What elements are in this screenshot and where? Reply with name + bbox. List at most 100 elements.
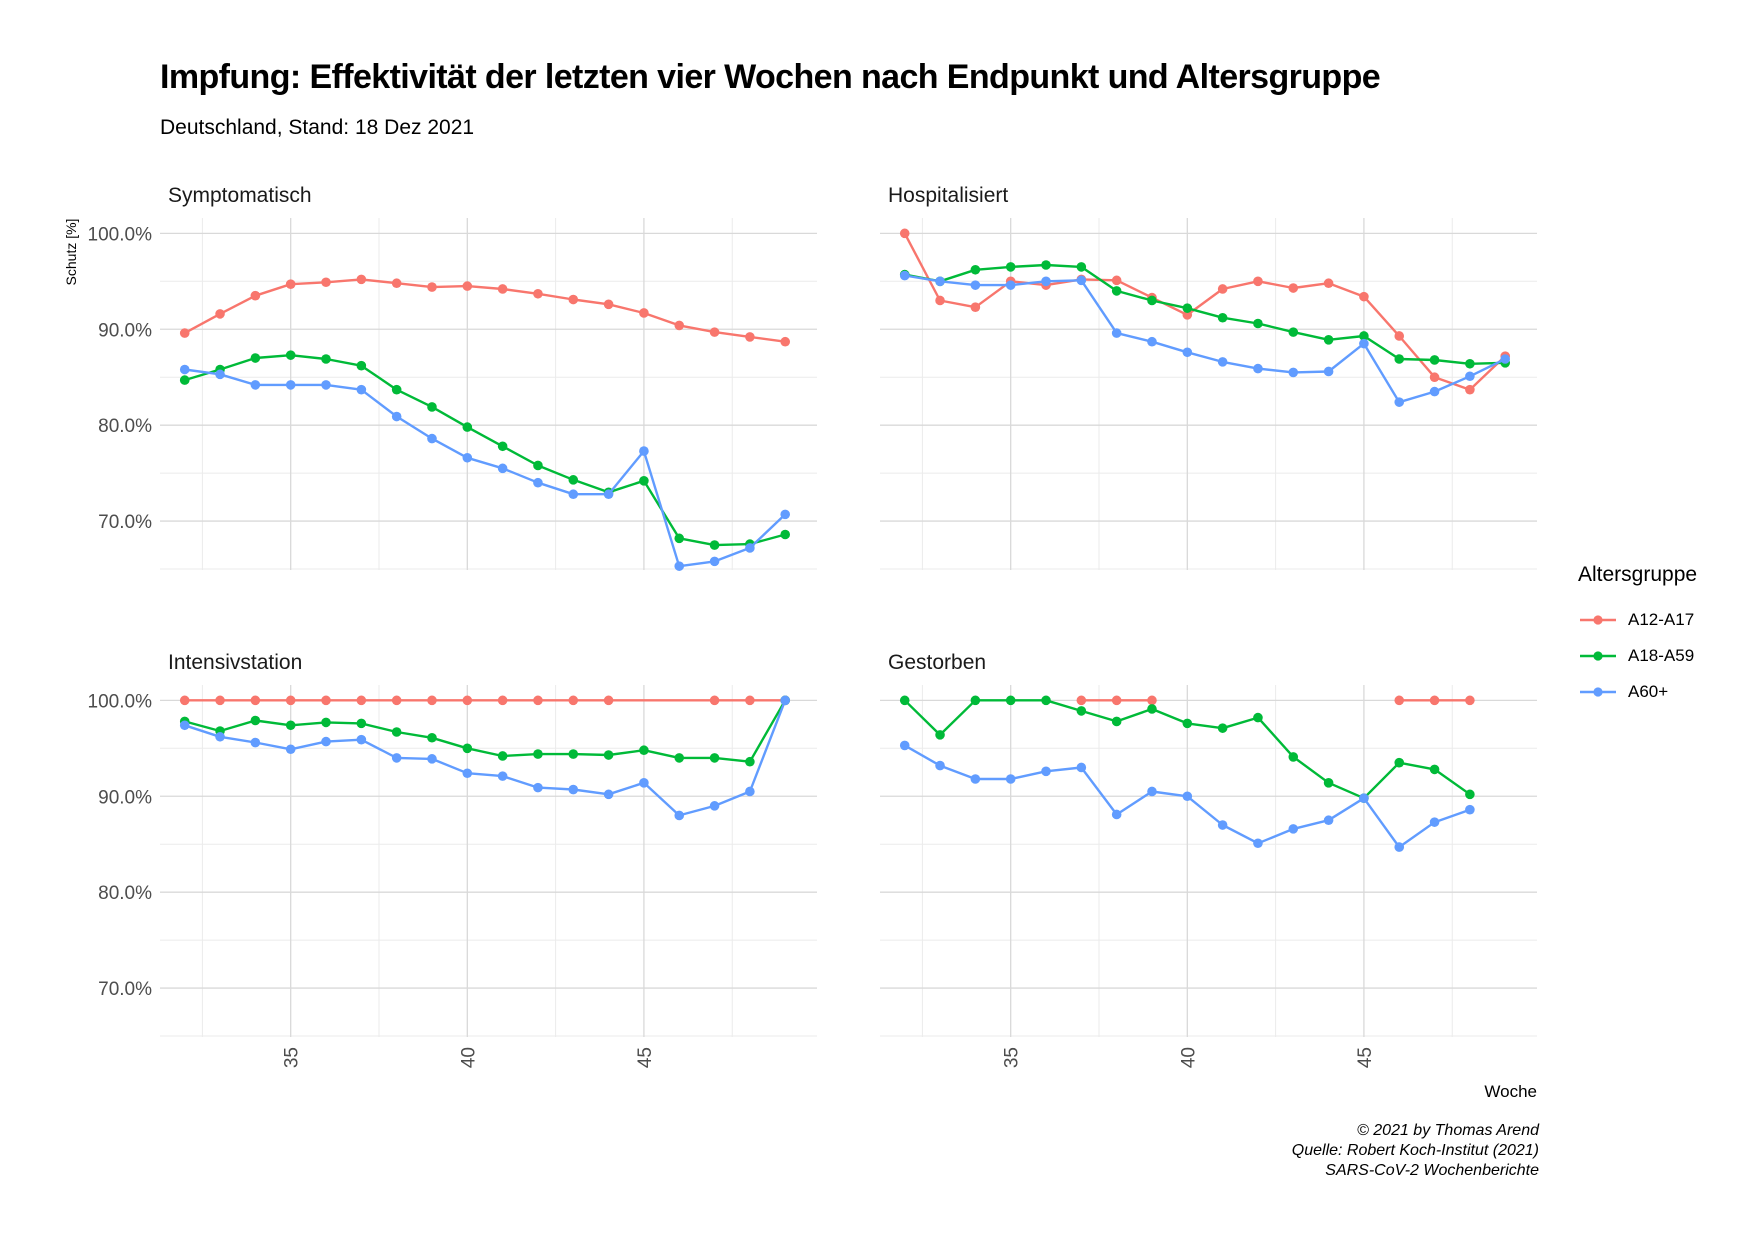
data-point-intensivstation-a60 bbox=[745, 786, 755, 797]
y-tick-label: 100.0% bbox=[88, 224, 153, 245]
data-point-gestorben-a60 bbox=[1394, 842, 1405, 852]
data-point-symptomatisch-a60 bbox=[391, 411, 402, 422]
data-point-gestorben-a18-a59 bbox=[1182, 718, 1193, 729]
data-point-symptomatisch-a18-a59 bbox=[497, 441, 508, 452]
data-point-hospitalisiert-a12-a17 bbox=[1217, 284, 1228, 294]
data-point-symptomatisch-a18-a59 bbox=[709, 540, 720, 550]
data-point-symptomatisch-a12-a17 bbox=[674, 320, 685, 331]
data-point-gestorben-a18-a59 bbox=[1394, 757, 1405, 768]
data-point-gestorben-a60 bbox=[1182, 791, 1193, 802]
data-point-intensivstation-a60 bbox=[215, 731, 225, 742]
data-point-intensivstation-a60 bbox=[709, 801, 720, 811]
data-point-symptomatisch-a12-a17 bbox=[533, 288, 543, 299]
data-point-symptomatisch-a18-a59 bbox=[391, 384, 402, 395]
data-point-intensivstation-a18-a59 bbox=[639, 745, 649, 756]
data-point-hospitalisiert-a60 bbox=[1111, 328, 1122, 338]
data-point-hospitalisiert-a60 bbox=[1147, 336, 1157, 347]
data-point-symptomatisch-a60 bbox=[427, 433, 437, 444]
data-point-hospitalisiert-a18-a59 bbox=[1041, 260, 1051, 270]
data-point-intensivstation-a18-a59 bbox=[674, 753, 685, 763]
data-point-hospitalisiert-a60 bbox=[1182, 347, 1193, 358]
data-point-intensivstation-a18-a59 bbox=[745, 756, 755, 767]
x-tick-label: 45 bbox=[1355, 1047, 1376, 1068]
data-point-intensivstation-a60 bbox=[427, 754, 437, 764]
data-point-intensivstation-a18-a59 bbox=[568, 749, 579, 759]
data-point-intensivstation-a60 bbox=[179, 720, 190, 731]
data-point-gestorben-a60 bbox=[899, 740, 910, 751]
data-point-intensivstation-a12-a17 bbox=[321, 695, 331, 706]
data-point-hospitalisiert-a12-a17 bbox=[1182, 310, 1193, 320]
data-point-gestorben-a60 bbox=[1288, 824, 1299, 834]
data-point-hospitalisiert-a60 bbox=[899, 270, 910, 281]
x-tick-label: 45 bbox=[635, 1047, 656, 1068]
data-point-hospitalisiert-a60 bbox=[970, 280, 981, 290]
data-point-symptomatisch-a60 bbox=[603, 489, 614, 500]
data-point-intensivstation-a18-a59 bbox=[533, 749, 543, 759]
data-point-symptomatisch-a60 bbox=[462, 452, 473, 463]
data-point-symptomatisch-a60 bbox=[285, 380, 296, 390]
data-point-intensivstation-a60 bbox=[780, 695, 791, 706]
data-point-symptomatisch-a12-a17 bbox=[603, 299, 614, 310]
panel-title-gestorben: Gestorben bbox=[888, 651, 986, 674]
data-point-gestorben-a18-a59 bbox=[1111, 716, 1122, 727]
data-point-intensivstation-a18-a59 bbox=[391, 727, 402, 737]
data-point-hospitalisiert-a18-a59 bbox=[1394, 354, 1405, 364]
data-point-gestorben-a60 bbox=[1076, 762, 1087, 773]
data-point-gestorben-a18-a59 bbox=[1147, 704, 1157, 714]
data-point-hospitalisiert-a18-a59 bbox=[1217, 312, 1228, 323]
data-point-symptomatisch-a12-a17 bbox=[391, 278, 402, 289]
data-point-intensivstation-a12-a17 bbox=[533, 695, 543, 706]
data-point-symptomatisch-a60 bbox=[709, 556, 720, 567]
data-point-symptomatisch-a18-a59 bbox=[674, 533, 685, 544]
data-point-symptomatisch-a12-a17 bbox=[709, 327, 720, 337]
data-point-symptomatisch-a18-a59 bbox=[533, 460, 543, 471]
data-point-symptomatisch-a12-a17 bbox=[462, 281, 473, 291]
data-point-intensivstation-a12-a17 bbox=[250, 695, 261, 706]
data-point-symptomatisch-a12-a17 bbox=[427, 282, 437, 292]
data-point-gestorben-a60 bbox=[1147, 786, 1157, 797]
data-point-gestorben-a60 bbox=[1429, 817, 1440, 827]
data-point-hospitalisiert-a18-a59 bbox=[1111, 286, 1122, 296]
data-point-intensivstation-a18-a59 bbox=[321, 717, 331, 728]
y-tick-label: 90.0% bbox=[98, 320, 152, 341]
data-point-hospitalisiert-a60 bbox=[1217, 357, 1228, 367]
data-point-intensivstation-a12-a17 bbox=[179, 695, 190, 706]
data-point-gestorben-a18-a59 bbox=[1323, 778, 1334, 788]
data-point-hospitalisiert-a60 bbox=[1041, 276, 1051, 287]
data-point-symptomatisch-a60 bbox=[356, 384, 367, 395]
data-point-intensivstation-a18-a59 bbox=[462, 743, 473, 754]
data-point-symptomatisch-a18-a59 bbox=[568, 475, 579, 485]
data-point-hospitalisiert-a60 bbox=[1465, 371, 1475, 382]
data-point-intensivstation-a60 bbox=[321, 736, 331, 747]
data-point-symptomatisch-a18-a59 bbox=[250, 353, 261, 363]
data-point-gestorben-a60 bbox=[1217, 820, 1228, 830]
data-point-symptomatisch-a12-a17 bbox=[780, 336, 791, 347]
y-axis-label: Schutz [%] bbox=[63, 219, 79, 286]
data-point-hospitalisiert-a60 bbox=[1323, 366, 1334, 377]
data-point-symptomatisch-a12-a17 bbox=[568, 294, 579, 305]
data-point-hospitalisiert-a12-a17 bbox=[1429, 372, 1440, 383]
panel-title-symptomatisch: Symptomatisch bbox=[168, 184, 312, 207]
data-point-symptomatisch-a60 bbox=[179, 364, 190, 375]
legend-label-a60-plus: A60+ bbox=[1628, 682, 1669, 701]
data-point-intensivstation-a60 bbox=[391, 753, 402, 763]
data-point-symptomatisch-a12-a17 bbox=[285, 279, 296, 289]
data-point-symptomatisch-a18-a59 bbox=[356, 360, 367, 371]
data-point-gestorben-a12-a17 bbox=[1429, 695, 1440, 706]
data-point-gestorben-a18-a59 bbox=[899, 695, 910, 706]
data-point-hospitalisiert-a12-a17 bbox=[970, 302, 981, 312]
data-point-gestorben-a60 bbox=[970, 774, 981, 784]
data-point-symptomatisch-a60 bbox=[568, 489, 579, 500]
data-point-symptomatisch-a18-a59 bbox=[639, 476, 649, 486]
data-point-intensivstation-a12-a17 bbox=[568, 695, 579, 706]
y-tick-label: 100.0% bbox=[88, 691, 153, 712]
data-point-hospitalisiert-a60 bbox=[1076, 275, 1087, 286]
data-point-intensivstation-a12-a17 bbox=[709, 695, 720, 706]
data-point-hospitalisiert-a18-a59 bbox=[1147, 295, 1157, 306]
y-tick-label: 90.0% bbox=[98, 787, 152, 808]
data-point-intensivstation-a18-a59 bbox=[427, 732, 437, 743]
data-point-gestorben-a60 bbox=[1359, 793, 1369, 803]
data-point-symptomatisch-a12-a17 bbox=[497, 284, 508, 294]
data-point-hospitalisiert-a12-a17 bbox=[899, 228, 910, 239]
